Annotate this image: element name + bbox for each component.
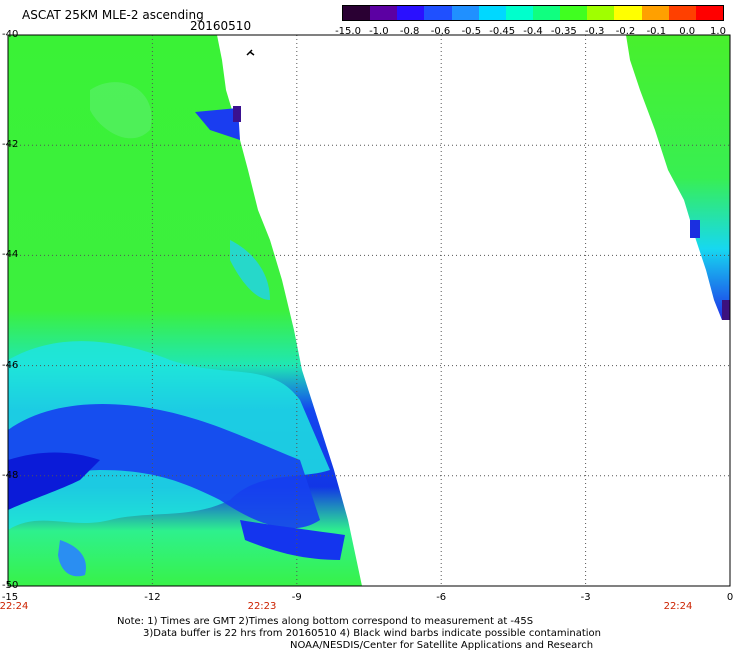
colorbar-segment — [668, 6, 696, 20]
latitude-label: -40 — [2, 29, 19, 40]
map-title: ASCAT 25KM MLE-2 ascending — [22, 8, 204, 22]
blue-region — [8, 404, 320, 529]
blue-spot-right — [690, 220, 700, 238]
longitude-label: 0 — [726, 592, 734, 603]
colorbar-tick-label: 0.0 — [679, 26, 696, 37]
latitude-label: -50 — [2, 580, 19, 591]
colorbar — [342, 5, 724, 21]
light-region — [90, 82, 152, 139]
colorbar-segment — [451, 6, 479, 20]
colorbar-tick-label: -0.8 — [399, 26, 420, 37]
latitude-label: -44 — [2, 249, 19, 261]
right-swath — [626, 35, 730, 320]
note-line-2: 3)Data buffer is 22 hrs from 20160510 4)… — [143, 628, 601, 639]
colorbar-tick-label: -0.1 — [646, 26, 667, 37]
colorbar-segment — [641, 6, 669, 20]
latitude-label: -42 — [2, 139, 19, 151]
colorbar-tick-label: -0.5 — [461, 26, 482, 37]
colorbar-tick-label: -0.45 — [489, 26, 516, 37]
time-label: 22:23 — [247, 601, 277, 612]
map-frame — [7, 34, 731, 587]
dark-blue-region — [8, 452, 100, 510]
time-label: 22:24 — [663, 601, 693, 612]
colorbar-tick-label: -1.0 — [369, 26, 389, 37]
colorbar-tick-label: -0.35 — [550, 26, 577, 37]
longitude-label: -6 — [436, 592, 447, 603]
longitude-label: -12 — [144, 592, 161, 603]
latitude-label: -46 — [2, 359, 19, 371]
longitude-label: -3 — [580, 592, 591, 603]
colorbar-tick-label: 1.0 — [710, 26, 726, 37]
note-line-3: NOAA/NESDIS/Center for Satellite Applica… — [290, 640, 594, 651]
note-line-1: Note: 1) Times are GMT 2)Times along bot… — [117, 616, 534, 627]
colorbar-segment — [560, 6, 588, 20]
colorbar-segment — [587, 6, 615, 20]
colorbar-tick-label: -0.6 — [430, 26, 451, 37]
colorbar-tick-label: -0.2 — [615, 26, 636, 37]
colorbar-segment — [370, 6, 398, 20]
colorbar-segment — [397, 6, 425, 20]
blue-spot-north — [195, 108, 240, 140]
longitude-label: -9 — [291, 592, 302, 603]
purple-spot-right — [722, 300, 730, 320]
colorbar-tick-label: -0.4 — [523, 26, 543, 37]
latitude-label: -48 — [2, 469, 19, 481]
colorbar-tick-label: -0.3 — [584, 26, 605, 37]
colorbar-segment — [424, 6, 452, 20]
blue-spot — [58, 540, 86, 577]
colorbar-tick-label: -15.0 — [335, 26, 361, 37]
blue-region-south — [240, 520, 345, 560]
time-label: 22:24 — [0, 601, 29, 612]
longitude-label: -15 — [1, 592, 19, 603]
colorbar-segment — [532, 6, 561, 20]
wind-barb — [246, 49, 255, 56]
map-date: 20160510 — [190, 19, 252, 33]
colorbar-segment — [614, 6, 642, 20]
colorbar-segment — [478, 6, 506, 20]
colorbar-segment — [505, 6, 533, 20]
colorbar-segment — [695, 6, 723, 20]
purple-spot — [233, 106, 241, 122]
colorbar-segment — [343, 6, 371, 20]
